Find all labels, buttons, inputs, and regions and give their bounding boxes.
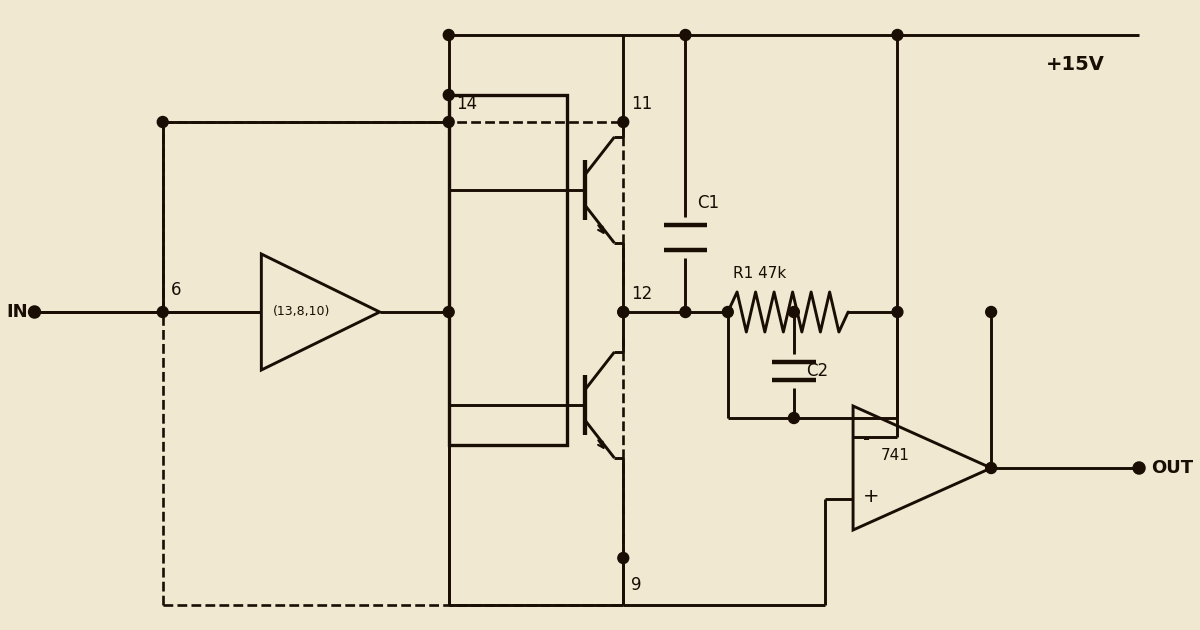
Circle shape [618,307,629,318]
Circle shape [1133,462,1145,474]
Text: (13,8,10): (13,8,10) [274,306,330,319]
Circle shape [985,462,996,474]
Circle shape [29,306,41,318]
Circle shape [680,30,691,40]
Circle shape [892,307,902,318]
Circle shape [892,30,902,40]
Text: 11: 11 [631,95,653,113]
Text: C1: C1 [697,193,719,212]
Circle shape [443,89,454,101]
Circle shape [680,307,691,318]
Circle shape [157,117,168,127]
Text: OUT: OUT [1151,459,1193,477]
Text: 14: 14 [457,95,478,113]
Text: 6: 6 [170,281,181,299]
Circle shape [618,307,629,318]
Text: 12: 12 [631,285,653,303]
Text: IN: IN [6,303,28,321]
Circle shape [157,307,168,318]
Text: +15V: +15V [1045,55,1104,74]
Text: 741: 741 [881,449,910,464]
Circle shape [443,117,454,127]
Circle shape [443,30,454,40]
Circle shape [618,553,629,563]
Circle shape [788,307,799,318]
Text: R1 47k: R1 47k [733,266,786,282]
Circle shape [788,413,799,423]
Bar [449,95,568,445]
Text: -: - [863,430,870,449]
Text: 9: 9 [631,576,642,594]
Text: C2: C2 [805,362,828,380]
Circle shape [722,307,733,318]
Circle shape [985,307,996,318]
Circle shape [443,307,454,318]
Text: +: + [863,486,880,505]
Circle shape [618,117,629,127]
